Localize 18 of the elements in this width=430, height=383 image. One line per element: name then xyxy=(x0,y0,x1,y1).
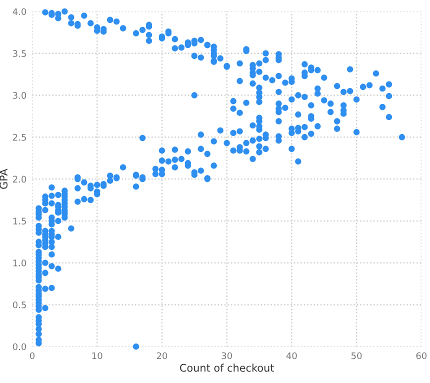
y-axis-title: GPA xyxy=(0,168,8,189)
x-tick-label: 0 xyxy=(30,352,35,360)
x-tick-label: 20 xyxy=(156,352,168,360)
y-tick-label: 1.0 xyxy=(13,260,26,266)
y-tick-label: 4.0 xyxy=(12,8,26,16)
x-axis-title: Count of checkout xyxy=(180,364,274,372)
y-tick-label: 2.0 xyxy=(13,176,26,183)
y-tick-label: 2.5 xyxy=(13,134,26,141)
x-tick-label: 10 xyxy=(92,352,102,360)
x-tick-label: 30 xyxy=(222,352,232,360)
y-tick-label: 0.5 xyxy=(12,301,26,308)
y-tick-label: 1.5 xyxy=(13,218,26,224)
y-tick-label: 3.0 xyxy=(13,92,26,99)
x-tick-label: 50 xyxy=(351,352,362,360)
x-tick-label: 60 xyxy=(416,352,427,360)
x-tick-label: 40 xyxy=(286,352,297,360)
y-tick-label: 0.0 xyxy=(12,343,26,350)
y-tick-label: 3.5 xyxy=(13,50,26,57)
